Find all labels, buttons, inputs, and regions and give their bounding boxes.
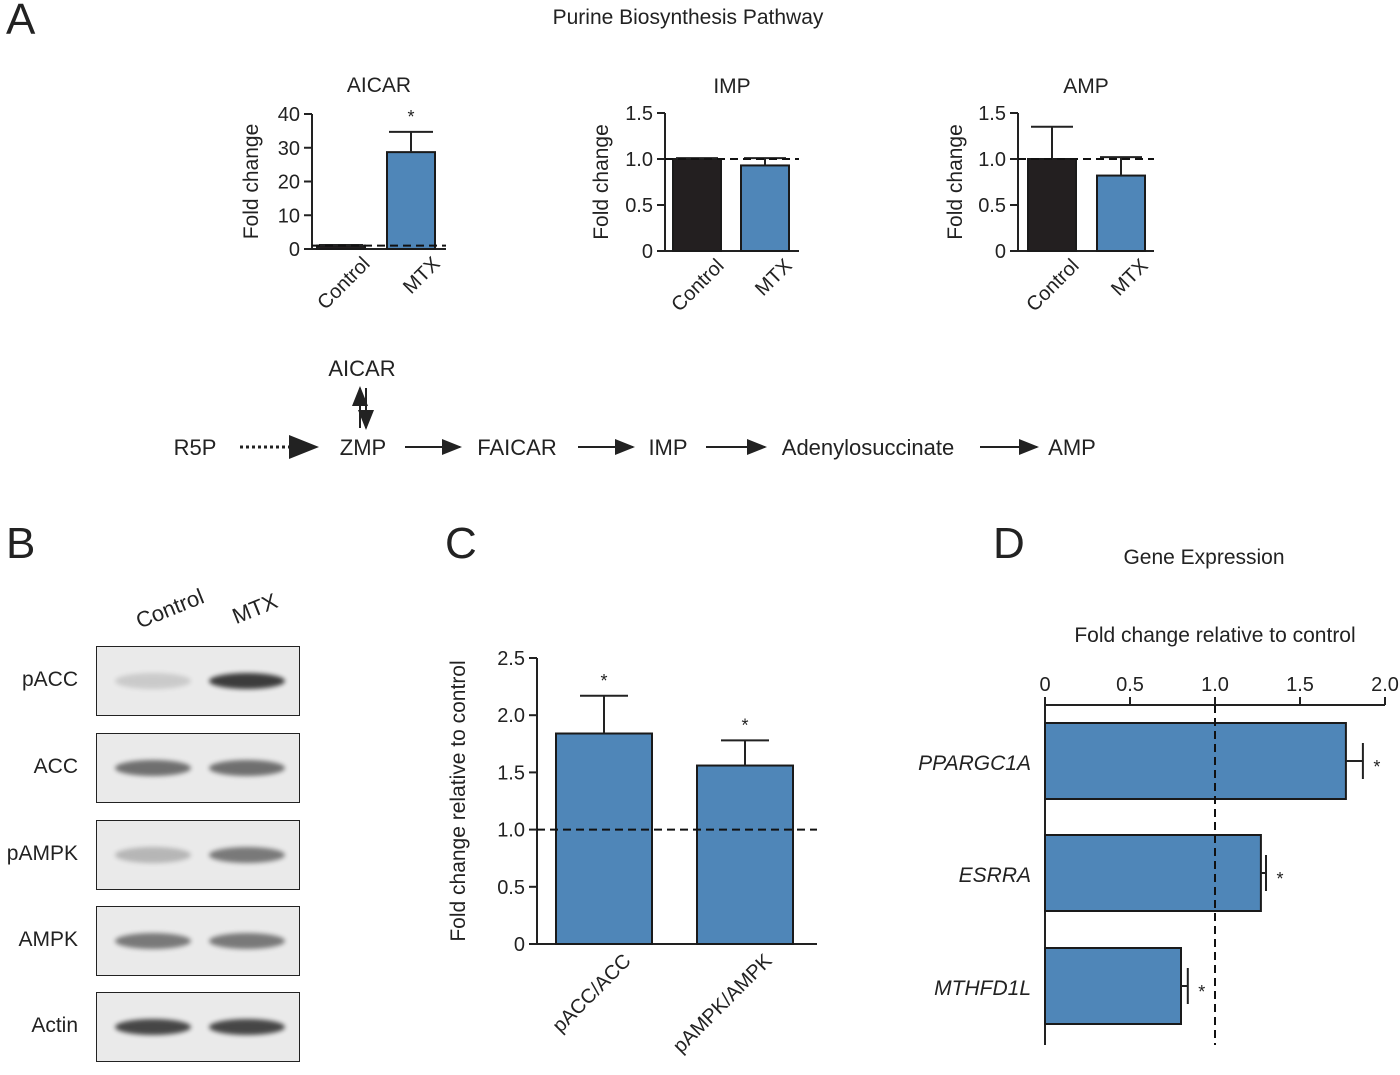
x-tick-label: MTX [399,253,444,298]
y-axis-label: Fold change [590,124,613,240]
pathway-node-imp: IMP [648,435,687,460]
y-axis-label: Fold change [240,124,263,240]
panel-d-title: Gene Expression [1123,546,1285,569]
x-tick-label: Control [667,255,728,316]
y-tick-label: 1.0 [625,149,653,171]
x-tick-label: pACC/ACC [548,950,635,1037]
y-tick-label: 2.5 [497,648,525,670]
x-tick-label: MTX [751,255,796,300]
bar-control [1027,158,1077,252]
blot-acc [96,733,300,803]
significance-marker: * [741,715,748,735]
pathway-node-faicar: FAICAR [477,435,556,460]
bar-pacc-acc [555,732,653,946]
y-tick-label: 20 [278,172,300,194]
x-tick-label: MTX [1107,255,1152,300]
y-tick-label: MTHFD1L [934,977,1031,1000]
bar-mtx [386,151,436,250]
blot-ampk [96,906,300,976]
band-control [115,760,191,776]
x-tick-label: 1.5 [1286,674,1314,696]
y-tick-label: 30 [278,138,300,160]
x-tick-label: pAMPK/AMPK [669,950,777,1058]
y-tick-label: 0 [514,934,525,956]
y-tick-label: 1.5 [978,103,1006,125]
band-mtx [209,1019,285,1035]
x-tick-label: 0 [1039,674,1050,696]
blot-label: pACC [21,668,78,691]
band-control [115,1019,191,1035]
y-axis-label: Fold change [944,124,967,240]
band-control [115,673,191,689]
pathway-node-amp: AMP [1048,435,1096,460]
panel-label-b: B [6,519,36,568]
band-mtx [209,933,285,949]
panel-label-a: A [6,0,36,44]
y-tick-label: 0.5 [625,195,653,217]
pathway-node-zmp: ZMP [340,435,386,460]
significance-marker: * [1373,757,1380,777]
bar-mthfd1l [1044,947,1182,1025]
panel-label-c: C [445,519,477,568]
blot-label: ACC [33,755,78,778]
y-tick-label: 0.5 [497,877,525,899]
band-mtx [209,760,285,776]
band-mtx [209,673,285,689]
y-tick-label: 0 [642,241,653,263]
bar-mtx [1096,174,1146,252]
y-tick-label: 0.5 [978,195,1006,217]
y-tick-label: 1.5 [497,762,525,784]
bar-esrra [1044,834,1262,912]
chart-title: AMP [1063,75,1109,98]
blot-label: Actin [31,1014,78,1037]
blot-label: AMPK [18,928,78,951]
panel-label-d: D [993,519,1025,568]
y-tick-label: 1.5 [625,103,653,125]
band-control [115,933,191,949]
x-tick-label: 1.0 [1201,674,1229,696]
x-tick-label: Control [1022,255,1083,316]
chart-title: AICAR [347,74,411,97]
y-tick-label: ESRRA [959,864,1031,887]
x-tick-label: Control [313,253,374,314]
bar-pampk-ampk [696,764,794,946]
y-tick-label: 1.0 [978,149,1006,171]
significance-marker: * [1198,982,1205,1002]
significance-marker: * [1276,869,1283,889]
chart-title: IMP [713,75,750,98]
pathway-node-r5p: R5P [174,435,217,460]
x-tick-label: 2.0 [1371,674,1399,696]
panel-a-title: Purine Biosynthesis Pathway [552,6,824,29]
y-tick-label: 1.0 [497,820,525,842]
bar-ppargc1a [1044,722,1347,800]
significance-marker: * [600,671,607,691]
blot-pacc [96,646,300,716]
significance-marker: * [407,107,414,127]
y-tick-label: PPARGC1A [918,752,1031,775]
y-tick-label: 2.0 [497,705,525,727]
band-control [115,847,191,863]
pathway-node-aicar: AICAR [328,356,395,381]
x-axis-label: Fold change relative to control [1074,624,1355,647]
y-tick-label: 10 [278,205,300,227]
x-tick-label: 0.5 [1116,674,1144,696]
blot-pampk [96,820,300,890]
y-tick-label: 40 [278,104,300,126]
blot-actin [96,992,300,1062]
pathway-node-adenylosuccinate: Adenylosuccinate [782,435,954,460]
bar-mtx [740,164,790,252]
y-tick-label: 0 [289,239,300,261]
blot-label: pAMPK [6,842,78,865]
band-mtx [209,847,285,863]
bar-control [672,158,722,252]
y-axis-label: Fold change relative to control [447,660,470,941]
y-tick-label: 0 [995,241,1006,263]
